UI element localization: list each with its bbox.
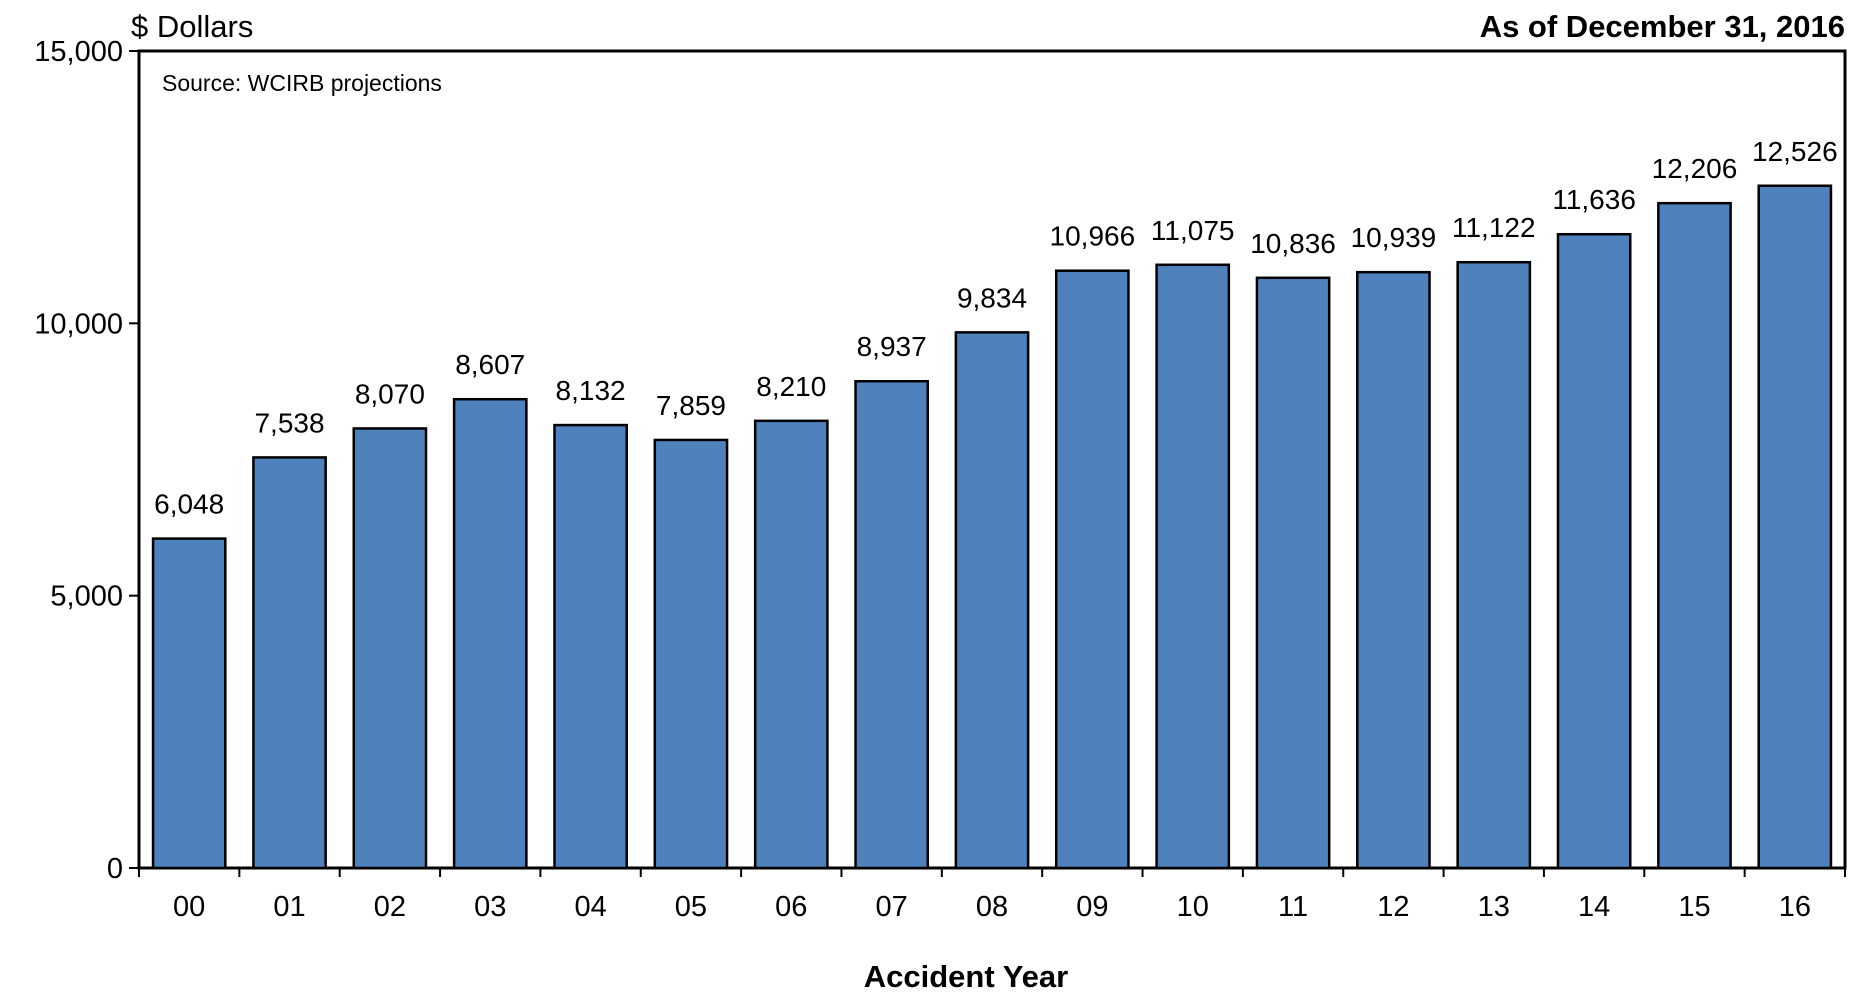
bar-15 [1657,201,1732,870]
bar-02 [352,427,428,870]
y-tick-label: 15,000 [34,36,123,68]
bar-value-label: 10,966 [1050,221,1136,252]
bar-value-label: 11,122 [1452,212,1536,243]
x-tick-label: 15 [1678,891,1710,923]
bar-value-label: 10,836 [1250,228,1336,259]
x-tick-label: 08 [976,891,1008,923]
bar-14 [1556,232,1632,870]
bar-07 [854,379,930,870]
bar-value-label: 12,526 [1752,136,1838,167]
x-tick-label: 10 [1177,891,1209,923]
x-tick-label: 12 [1377,891,1409,923]
bar-value-label: 8,132 [556,375,626,406]
bar-12 [1356,270,1431,870]
bar-series [151,184,1833,870]
y-tick-label: 5,000 [50,581,123,613]
bar-value-label: 7,859 [656,390,726,421]
bar-value-labels: 6,048 7,538 8,070 8,607 8,132 7,859 8,210 8,937… [154,136,1838,520]
bar-value-label: 6,048 [154,489,224,520]
x-tick-label: 07 [876,891,908,923]
bar-03 [452,397,528,870]
x-tick-label: 06 [775,891,807,923]
bar-value-label: 8,607 [455,349,525,380]
bar-00 [151,537,227,870]
bar-value-label: 10,939 [1351,222,1437,253]
x-tick-label: 11 [1278,891,1308,923]
x-tick-label: 09 [1076,891,1108,923]
bar-value-label: 7,538 [254,407,324,438]
x-tick-label: 02 [374,891,406,923]
x-tick-label: 13 [1478,891,1510,923]
y-axis-label: $ Dollars [131,9,253,44]
bar-09 [1054,269,1130,870]
bar-value-label: 8,210 [756,371,826,402]
bar-05 [653,438,729,870]
bar-value-label: 8,937 [857,331,927,362]
x-tick-label: 04 [574,891,606,923]
x-tick-label: 14 [1578,891,1610,923]
x-axis-label: Accident Year [864,959,1068,994]
x-tick-label: 16 [1779,891,1811,923]
y-axis: 0 5,000 10,000 15,000 [34,36,139,885]
bar-04 [553,423,628,870]
bar-06 [753,419,829,870]
bar-value-label: 11,075 [1151,215,1235,246]
x-tick-label: 03 [474,891,506,923]
bar-11 [1255,276,1331,870]
y-tick-label: 10,000 [34,308,123,340]
bar-01 [252,456,327,870]
bar-value-label: 11,636 [1552,184,1636,215]
source-annotation: Source: WCIRB projections [162,70,442,96]
x-tick-label: 01 [273,891,305,923]
bar-08 [954,331,1030,870]
x-tick-label: 05 [675,891,707,923]
y-tick-label: 0 [107,853,123,885]
bar-10 [1155,263,1231,870]
x-axis: 00 01 02 03 04 05 06 07 08 09 10 11 12 13 14 15 16 [138,868,1846,923]
bar-value-label: 8,070 [355,378,425,409]
bar-13 [1456,260,1532,870]
x-tick-label: 00 [173,891,205,923]
bar-value-label: 12,206 [1652,153,1738,184]
chart-title: As of December 31, 2016 [1480,9,1845,44]
bar-16 [1757,184,1833,870]
bar-value-label: 9,834 [957,282,1027,313]
